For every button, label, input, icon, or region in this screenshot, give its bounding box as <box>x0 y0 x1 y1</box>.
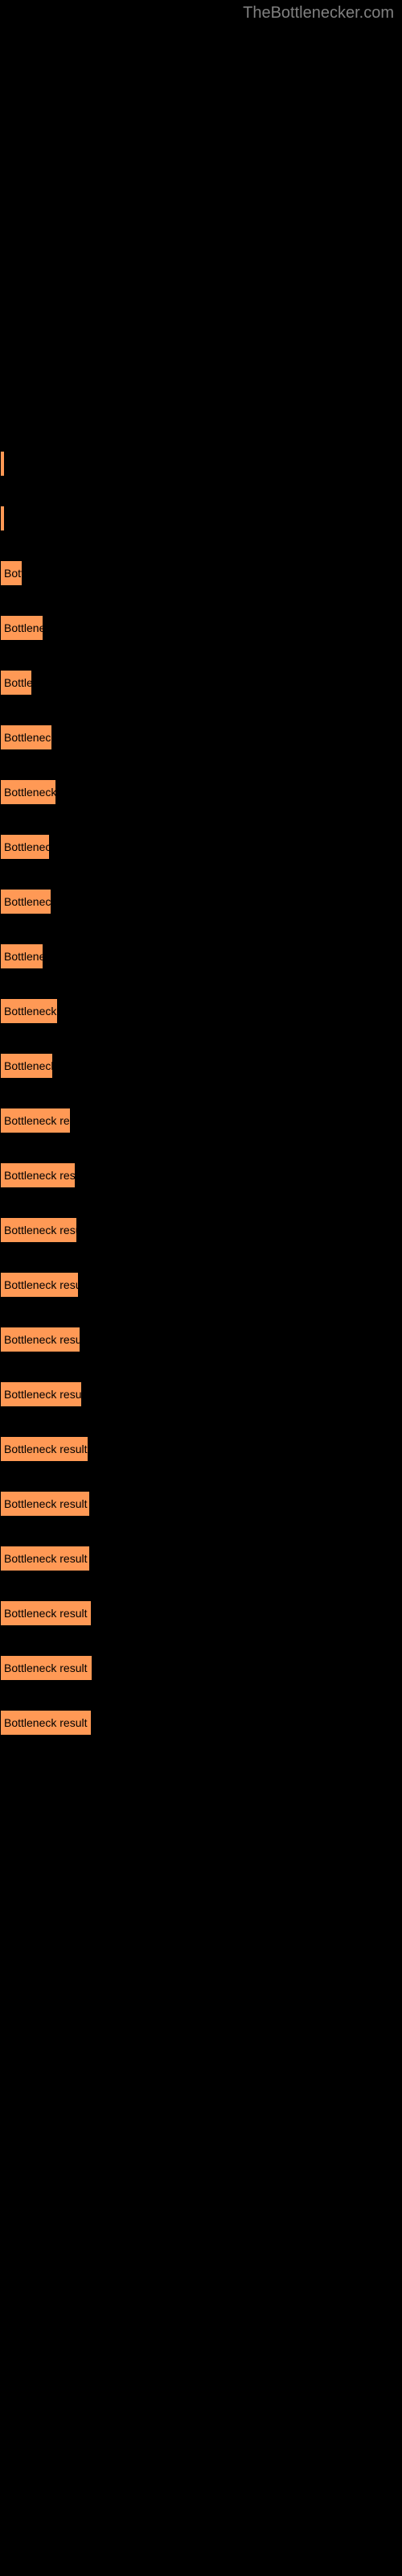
bar-row: Bottleneck result <box>0 1217 402 1243</box>
bar-row: Bottleneck result <box>0 724 402 750</box>
bar: Bottleneck result <box>0 1327 80 1352</box>
bar: Bottleneck result <box>0 889 51 914</box>
bar: Bottleneck result <box>0 779 56 805</box>
bar-row: Bottleneck result <box>0 1327 402 1352</box>
bar: Bottleneck result <box>0 1655 92 1681</box>
bar: Bottleneck result <box>0 560 23 586</box>
bar: Bottleneck result <box>0 1491 90 1517</box>
bar: Bottleneck result <box>0 615 43 641</box>
bar: Bottleneck result <box>0 1053 53 1079</box>
bar: Bottleneck result <box>0 1436 88 1462</box>
bar-chart: Bottleneck result Bottleneck result Bottle… <box>0 0 402 1736</box>
bar: Bottleneck result <box>0 1710 92 1736</box>
watermark-text: TheBottlenecker.com <box>243 4 394 23</box>
bar-row: Bottleneck result <box>0 1381 402 1407</box>
bar: Bottleneck result <box>0 1272 79 1298</box>
bar-row: Bottleneck result <box>0 1710 402 1736</box>
bar-row: Bottleneck result <box>0 451 402 477</box>
bar-row: Bottleneck result <box>0 506 402 531</box>
bar-row: Bottleneck result <box>0 834 402 860</box>
bar-row: Bottleneck result <box>0 1655 402 1681</box>
bar-row: Bottleneck result <box>0 615 402 641</box>
bar-row: Bottleneck result <box>0 1491 402 1517</box>
bar: Bottleneck result <box>0 451 5 477</box>
bar: Bottleneck result <box>0 998 58 1024</box>
bar: Bottleneck result <box>0 1162 76 1188</box>
bar: Bottleneck result <box>0 1217 77 1243</box>
bar-row: Bottleneck result <box>0 943 402 969</box>
bar-row: Bottleneck result <box>0 1436 402 1462</box>
bar: Bottleneck result <box>0 506 5 531</box>
bar-row: Bottleneck result <box>0 889 402 914</box>
bar: Bottleneck result <box>0 670 32 696</box>
bar: Bottleneck result <box>0 1108 71 1133</box>
bar-row: Bottleneck result <box>0 1162 402 1188</box>
bar: Bottleneck result <box>0 1381 82 1407</box>
bar-row: Bottleneck result <box>0 1053 402 1079</box>
bar-row: Bottleneck result <box>0 560 402 586</box>
bar: Bottleneck result <box>0 1546 90 1571</box>
bar-row: Bottleneck result <box>0 1108 402 1133</box>
bar: Bottleneck result <box>0 724 52 750</box>
bar-row: Bottleneck result <box>0 1272 402 1298</box>
bar-row: Bottleneck result <box>0 1546 402 1571</box>
bar: Bottleneck result <box>0 834 50 860</box>
bar-row: Bottleneck result <box>0 670 402 696</box>
bar: Bottleneck result <box>0 943 43 969</box>
bar-row: Bottleneck result <box>0 779 402 805</box>
bar-row: Bottleneck result <box>0 998 402 1024</box>
bar-row: Bottleneck result <box>0 1600 402 1626</box>
bar: Bottleneck result <box>0 1600 92 1626</box>
